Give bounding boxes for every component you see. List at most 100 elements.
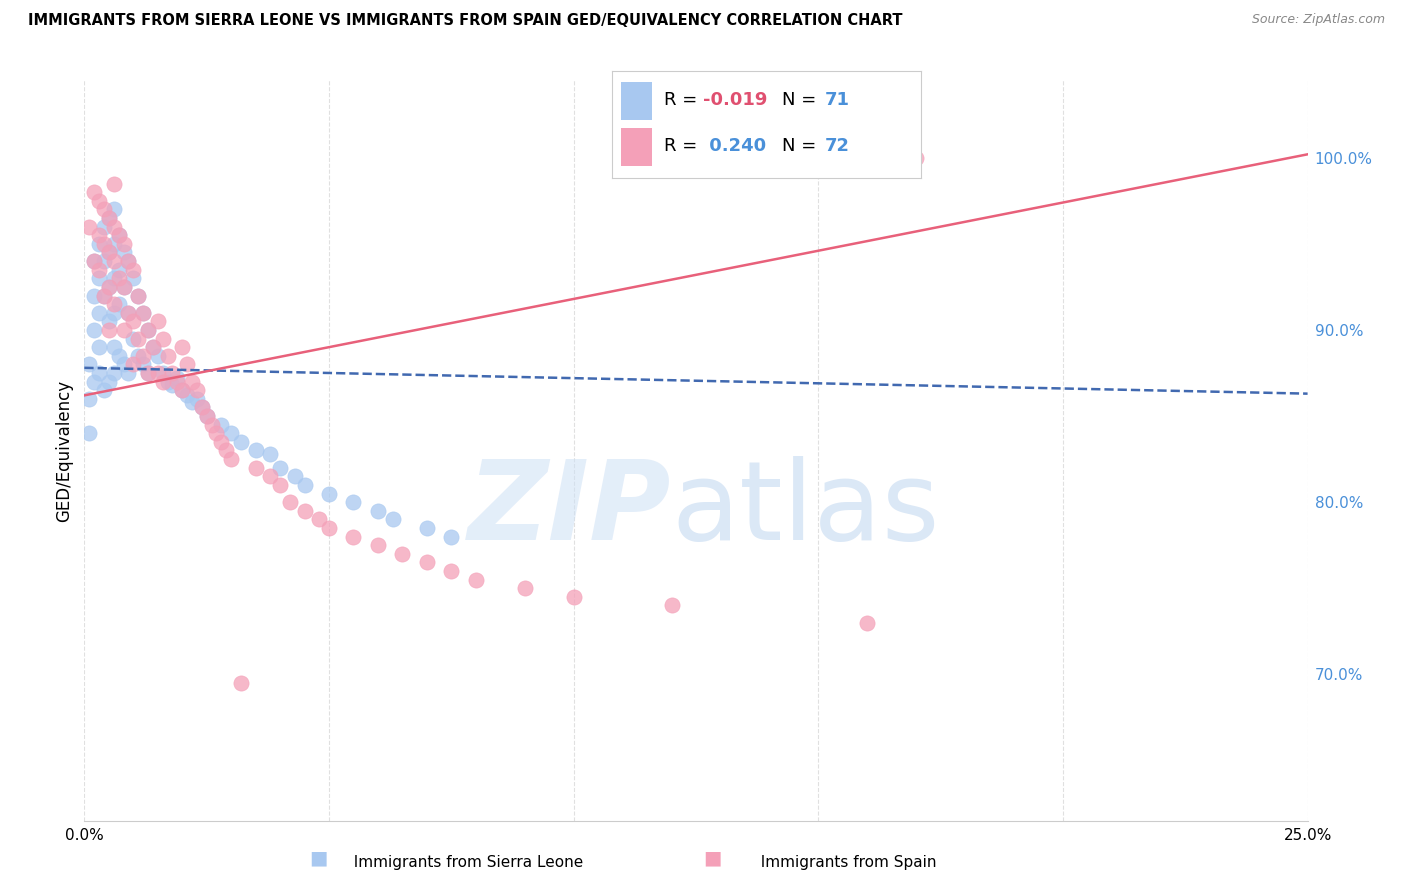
Point: [440, 530, 463, 544]
Point: [117, 366, 139, 380]
Text: Source: ZipAtlas.com: Source: ZipAtlas.com: [1251, 13, 1385, 27]
Point: [112, 323, 135, 337]
Point: [107, 297, 129, 311]
Point: [205, 426, 228, 441]
Point: [284, 469, 307, 483]
Point: [172, 383, 194, 397]
Point: [127, 332, 149, 346]
Point: [122, 357, 145, 371]
Point: [83, 254, 105, 268]
Point: [259, 447, 281, 461]
Point: [77, 392, 100, 406]
Point: [87, 194, 110, 208]
Point: [97, 280, 120, 294]
Point: [464, 573, 486, 587]
Point: [278, 495, 301, 509]
Point: [83, 375, 105, 389]
Point: [146, 314, 169, 328]
Point: [112, 245, 135, 260]
Point: [93, 254, 115, 268]
Text: Immigrants from Spain: Immigrants from Spain: [751, 855, 936, 870]
Point: [103, 202, 125, 217]
Point: [156, 375, 179, 389]
Point: [294, 504, 316, 518]
Point: [136, 366, 159, 380]
Point: [259, 469, 281, 483]
Point: [97, 375, 120, 389]
Point: [97, 245, 120, 260]
Point: [77, 426, 100, 441]
Point: [142, 340, 165, 354]
Text: R =: R =: [664, 91, 703, 109]
Point: [107, 228, 129, 243]
Point: [245, 443, 267, 458]
Point: [103, 306, 125, 320]
Y-axis label: GED/Equivalency: GED/Equivalency: [55, 379, 73, 522]
Point: [191, 401, 214, 415]
Text: ■: ■: [309, 848, 328, 867]
Point: [156, 349, 179, 363]
Point: [103, 254, 125, 268]
Point: [122, 271, 145, 285]
Text: ZIP: ZIP: [468, 456, 672, 563]
Text: IMMIGRANTS FROM SIERRA LEONE VS IMMIGRANTS FROM SPAIN GED/EQUIVALENCY CORRELATIO: IMMIGRANTS FROM SIERRA LEONE VS IMMIGRAN…: [28, 13, 903, 29]
Text: Immigrants from Sierra Leone: Immigrants from Sierra Leone: [344, 855, 583, 870]
Point: [97, 280, 120, 294]
Point: [136, 323, 159, 337]
Point: [93, 236, 115, 251]
Point: [172, 340, 194, 354]
Text: atlas: atlas: [672, 456, 941, 563]
Point: [97, 323, 120, 337]
Point: [146, 366, 169, 380]
Point: [152, 332, 174, 346]
Point: [112, 280, 135, 294]
Point: [132, 349, 155, 363]
Point: [107, 262, 129, 277]
Point: [97, 211, 120, 225]
Point: [245, 460, 267, 475]
Point: [77, 357, 100, 371]
Point: [97, 211, 120, 225]
Point: [905, 151, 928, 165]
Point: [103, 271, 125, 285]
Text: ■: ■: [703, 848, 721, 867]
Point: [661, 599, 683, 613]
Point: [87, 340, 110, 354]
Point: [416, 521, 439, 535]
Point: [93, 288, 115, 302]
Point: [136, 366, 159, 380]
Point: [83, 254, 105, 268]
Point: [186, 383, 208, 397]
Point: [142, 340, 165, 354]
Point: [117, 254, 139, 268]
Point: [117, 306, 139, 320]
Point: [269, 460, 291, 475]
Point: [152, 375, 174, 389]
Text: -0.019: -0.019: [703, 91, 768, 109]
Point: [127, 288, 149, 302]
Point: [83, 185, 105, 199]
Point: [367, 538, 389, 552]
Point: [103, 177, 125, 191]
Point: [112, 280, 135, 294]
Point: [381, 512, 404, 526]
Point: [440, 564, 463, 578]
Point: [107, 271, 129, 285]
Point: [87, 228, 110, 243]
Point: [176, 357, 198, 371]
Point: [181, 375, 204, 389]
Text: 71: 71: [825, 91, 851, 109]
Point: [391, 547, 413, 561]
Point: [77, 219, 100, 234]
Point: [195, 409, 218, 423]
Point: [162, 378, 184, 392]
Point: [146, 349, 169, 363]
Point: [513, 581, 536, 595]
Point: [166, 375, 188, 389]
Point: [209, 417, 232, 432]
Point: [127, 288, 149, 302]
Point: [132, 357, 155, 371]
Point: [191, 401, 214, 415]
Point: [856, 615, 879, 630]
Point: [103, 366, 125, 380]
